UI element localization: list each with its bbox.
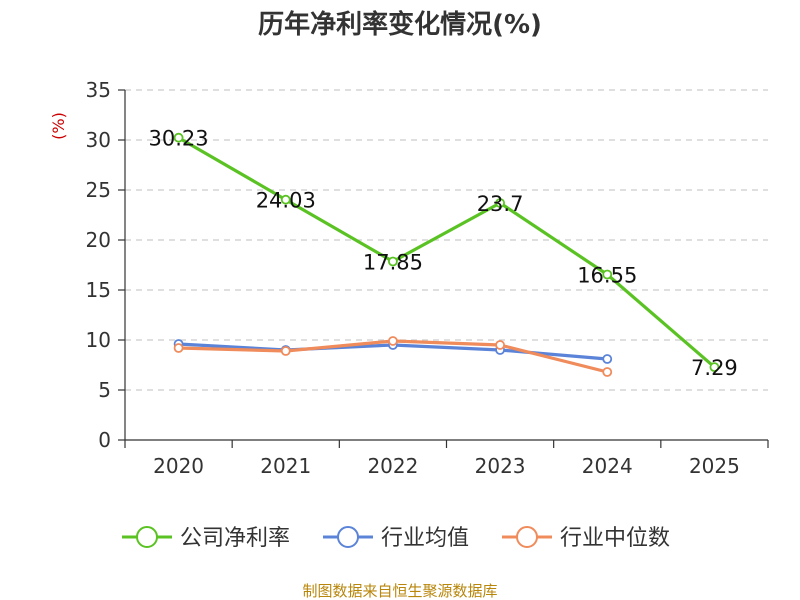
x-tick-label-2025: 2025 bbox=[689, 454, 740, 478]
legend-item-1[interactable]: 行业均值 bbox=[323, 526, 469, 551]
data-labels: 30.23 24.03 17.85 23.7 16.55 7.29 bbox=[149, 127, 738, 380]
x-tick-label-2022: 2022 bbox=[367, 454, 418, 478]
legend-label-2: 行业中位数 bbox=[560, 526, 670, 551]
data-label-2022: 17.85 bbox=[363, 251, 423, 275]
legend-item-2[interactable]: 行业中位数 bbox=[502, 526, 670, 551]
series-1-point-2024 bbox=[602, 354, 613, 364]
series-2-point-2022 bbox=[388, 336, 398, 346]
y-tick-label-30: 30 bbox=[86, 128, 111, 152]
legend-marker-0 bbox=[136, 526, 158, 548]
legend-marker-1 bbox=[337, 526, 359, 548]
x-tick-label-2024: 2024 bbox=[582, 454, 633, 478]
data-label-2021: 24.03 bbox=[256, 189, 316, 213]
series-0-point-2024 bbox=[602, 269, 613, 280]
axes bbox=[124, 90, 768, 441]
x-tick-label-2023: 2023 bbox=[475, 454, 526, 478]
series-0-point-2025 bbox=[709, 362, 720, 373]
series-0-point-2022 bbox=[388, 256, 398, 267]
y-tick-label-20: 20 bbox=[86, 228, 111, 252]
series-2-point-2021 bbox=[280, 346, 291, 356]
legend-item-0[interactable]: 公司净利率 bbox=[122, 526, 290, 551]
series-0-point-2020 bbox=[173, 132, 184, 143]
legend-label-0: 公司净利率 bbox=[180, 526, 290, 551]
data-label-2023: 23.7 bbox=[477, 192, 524, 216]
x-axis-ticks: 2020 2021 2022 2023 2024 2025 bbox=[124, 440, 769, 478]
y-tick-label-5: 5 bbox=[98, 378, 111, 402]
data-label-2025: 7.29 bbox=[691, 356, 738, 380]
y-tick-label-25: 25 bbox=[86, 178, 111, 202]
series-line-0 bbox=[176, 136, 717, 369]
y-axis-ticks: 0 5 10 15 20 25 30 35 bbox=[86, 78, 125, 452]
series-0-point-2023 bbox=[495, 198, 505, 208]
chart-title: 历年净利率变化情况(%) bbox=[258, 9, 542, 40]
series-group bbox=[173, 132, 720, 377]
legend: 公司净利率 行业均值 行业中位数 bbox=[122, 526, 670, 551]
y-tick-label-0: 0 bbox=[98, 428, 111, 452]
x-tick-label-2020: 2020 bbox=[153, 454, 204, 478]
legend-label-1: 行业均值 bbox=[381, 526, 469, 551]
legend-marker-2 bbox=[516, 526, 538, 548]
gridlines bbox=[125, 89, 768, 391]
series-2-point-2020 bbox=[173, 343, 184, 353]
source-note: 制图数据来自恒生聚源数据库 bbox=[302, 582, 497, 600]
series-2-point-2024 bbox=[602, 367, 613, 377]
y-tick-label-10: 10 bbox=[86, 328, 111, 352]
y-axis-unit-label: (%) bbox=[49, 112, 68, 140]
y-tick-label-35: 35 bbox=[86, 78, 111, 102]
series-2-point-2023 bbox=[495, 340, 505, 350]
data-label-2020: 30.23 bbox=[149, 127, 209, 151]
y-tick-label-15: 15 bbox=[86, 278, 111, 302]
data-label-2024: 16.55 bbox=[577, 264, 637, 288]
x-tick-label-2021: 2021 bbox=[260, 454, 311, 478]
series-0-point-2021 bbox=[280, 194, 291, 205]
